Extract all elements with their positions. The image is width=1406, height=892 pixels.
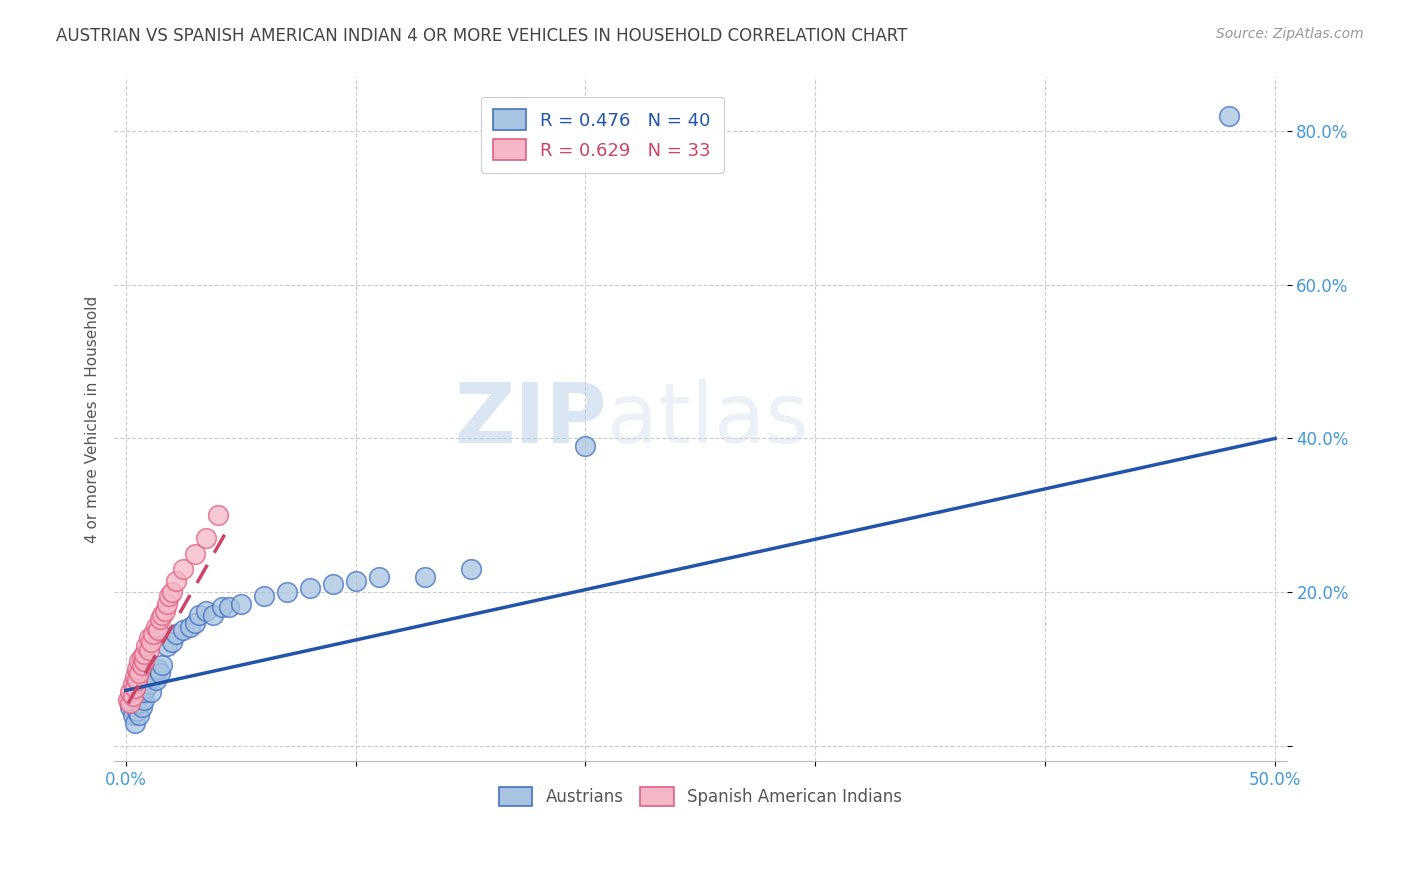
Point bbox=[139, 635, 162, 649]
Point bbox=[160, 635, 183, 649]
Point bbox=[460, 562, 482, 576]
Point bbox=[128, 654, 150, 668]
Point bbox=[138, 631, 160, 645]
Point bbox=[138, 642, 160, 657]
Point bbox=[322, 577, 344, 591]
Point bbox=[124, 715, 146, 730]
Text: AUSTRIAN VS SPANISH AMERICAN INDIAN 4 OR MORE VEHICLES IN HOUSEHOLD CORRELATION : AUSTRIAN VS SPANISH AMERICAN INDIAN 4 OR… bbox=[56, 27, 908, 45]
Point bbox=[276, 585, 298, 599]
Point bbox=[132, 692, 155, 706]
Point bbox=[142, 670, 165, 684]
Point bbox=[127, 692, 149, 706]
Point bbox=[131, 700, 153, 714]
Point bbox=[574, 439, 596, 453]
Point bbox=[156, 597, 179, 611]
Point bbox=[138, 677, 160, 691]
Point bbox=[252, 589, 274, 603]
Point bbox=[207, 508, 229, 523]
Point bbox=[127, 662, 149, 676]
Point bbox=[128, 708, 150, 723]
Point bbox=[165, 574, 187, 588]
Point bbox=[149, 665, 172, 680]
Point bbox=[132, 647, 155, 661]
Point bbox=[1218, 109, 1240, 123]
Text: Source: ZipAtlas.com: Source: ZipAtlas.com bbox=[1216, 27, 1364, 41]
Point bbox=[121, 689, 143, 703]
Point bbox=[121, 708, 143, 723]
Point bbox=[183, 615, 205, 630]
Point bbox=[120, 700, 142, 714]
Point bbox=[121, 677, 143, 691]
Point bbox=[172, 562, 194, 576]
Point bbox=[149, 612, 172, 626]
Point bbox=[132, 685, 155, 699]
Text: ZIP: ZIP bbox=[454, 379, 606, 459]
Point bbox=[120, 697, 142, 711]
Point bbox=[128, 665, 150, 680]
Text: atlas: atlas bbox=[606, 379, 808, 459]
Point bbox=[156, 639, 179, 653]
Point bbox=[142, 627, 165, 641]
Point bbox=[139, 685, 162, 699]
Point bbox=[218, 600, 240, 615]
Point bbox=[124, 670, 146, 684]
Point bbox=[124, 681, 146, 695]
Point bbox=[413, 570, 436, 584]
Point bbox=[202, 608, 225, 623]
Point bbox=[211, 600, 233, 615]
Point bbox=[131, 658, 153, 673]
Point bbox=[117, 692, 139, 706]
Point bbox=[128, 697, 150, 711]
Point bbox=[165, 627, 187, 641]
Point bbox=[160, 585, 183, 599]
Point bbox=[298, 581, 321, 595]
Point bbox=[120, 685, 142, 699]
Y-axis label: 4 or more Vehicles in Household: 4 or more Vehicles in Household bbox=[86, 295, 100, 543]
Point bbox=[145, 673, 167, 688]
Point bbox=[127, 673, 149, 688]
Point bbox=[179, 620, 201, 634]
Point bbox=[344, 574, 367, 588]
Point bbox=[145, 620, 167, 634]
Point bbox=[131, 650, 153, 665]
Point bbox=[135, 639, 157, 653]
Point bbox=[367, 570, 389, 584]
Point bbox=[146, 624, 169, 638]
Point bbox=[152, 658, 174, 673]
Point bbox=[153, 604, 176, 618]
Point bbox=[229, 597, 252, 611]
Point bbox=[172, 624, 194, 638]
Legend: Austrians, Spanish American Indians: Austrians, Spanish American Indians bbox=[491, 779, 910, 814]
Point bbox=[188, 608, 211, 623]
Point bbox=[135, 681, 157, 695]
Point bbox=[195, 604, 218, 618]
Point bbox=[127, 704, 149, 718]
Point bbox=[146, 662, 169, 676]
Point bbox=[157, 589, 180, 603]
Point bbox=[183, 547, 205, 561]
Point bbox=[132, 654, 155, 668]
Point bbox=[195, 531, 218, 545]
Point bbox=[152, 608, 174, 623]
